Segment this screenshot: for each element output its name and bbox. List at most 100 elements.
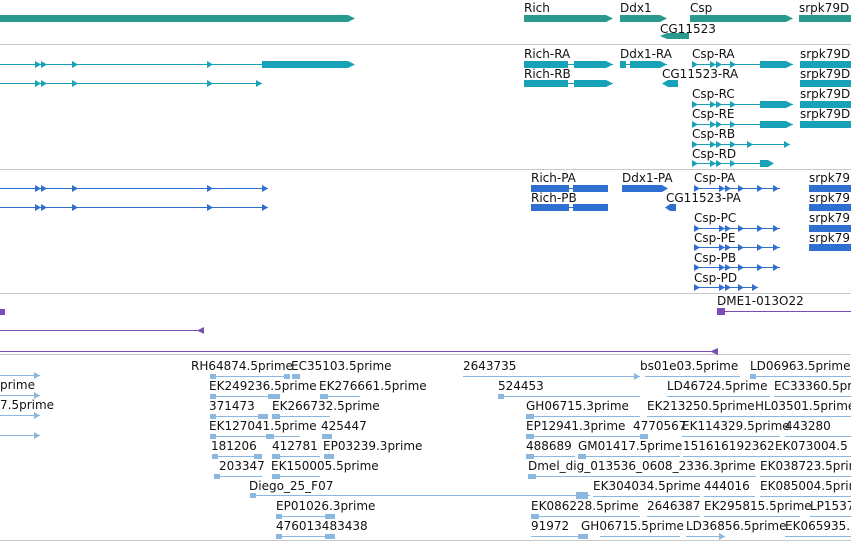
gene-feature-ddx1[interactable]: Ddx1 — [620, 1, 667, 22]
protein-rich-pa[interactable]: Rich-PA — [531, 171, 608, 192]
est-feature[interactable]: EK086228.5prime — [531, 499, 640, 519]
repeat-feature-line-2[interactable] — [0, 348, 718, 355]
est-feature[interactable]: EK065935. — [785, 519, 851, 537]
est-feature[interactable]: EK114329.5prime — [682, 419, 790, 437]
est-feature[interactable]: prime — [0, 372, 40, 392]
transcript-feature-left-1[interactable] — [0, 61, 355, 68]
est-feature[interactable]: EP03239.3prime — [323, 439, 422, 459]
est-feature[interactable]: 371473 — [209, 399, 268, 419]
est-label: EC33360.5prime — [774, 379, 851, 393]
est-feature[interactable]: EK085004.5prime — [760, 479, 851, 497]
protein-cg11523-pa[interactable]: CG11523-PA — [665, 191, 742, 211]
transcript-csp-rd[interactable]: Csp-RD — [692, 147, 774, 167]
gene-feature-left[interactable] — [0, 15, 355, 22]
repeat-feature-dme1-013o22[interactable]: DME1-013O22 — [717, 294, 851, 315]
protein-rich-pb[interactable]: Rich-PB — [531, 191, 608, 211]
est-feature[interactable]: EP12941.3prime — [526, 419, 640, 439]
est-feature[interactable]: LD46724.5prime — [667, 379, 770, 397]
repeat-feature-line-1[interactable] — [0, 327, 204, 334]
est-feature[interactable]: 444016 — [704, 479, 755, 497]
est-feature[interactable]: EK295815.5prime — [704, 499, 812, 517]
est-feature[interactable]: 181206 — [211, 439, 262, 459]
est-feature[interactable]: RH64874.5prime — [191, 359, 293, 379]
est-feature[interactable]: 2643735 — [463, 359, 640, 380]
repeat-feature-left-stub[interactable] — [0, 309, 5, 315]
est-feature[interactable]: 7.5prime — [0, 392, 54, 412]
est-feature[interactable]: EK038723.5prime — [760, 459, 851, 477]
transcript-srpk79d-2[interactable]: srpk79D — [800, 67, 851, 87]
est-label: EK065935. — [785, 519, 850, 533]
gene-label-srpk79d: srpk79D — [799, 1, 849, 15]
est-feature[interactable]: 443280 — [785, 419, 851, 437]
transcript-label-rich-ra: Rich-RA — [524, 47, 571, 61]
est-feature[interactable]: EK213250.5prime — [647, 399, 755, 417]
est-feature[interactable]: LD36856.5prime — [686, 519, 787, 540]
est-feature[interactable]: 488689 — [526, 439, 575, 459]
transcript-ddx1-ra[interactable]: Ddx1-RA — [620, 47, 673, 68]
est-feature[interactable]: GH06715.3prime — [526, 399, 640, 419]
transcript-rich-rb[interactable]: Rich-RB — [524, 67, 613, 87]
transcript-csp-re[interactable]: Csp-RE — [692, 107, 793, 128]
est-feature[interactable]: 476013483438 — [276, 519, 368, 539]
est-feature[interactable]: EK276661.5prime — [319, 379, 427, 399]
protein-csp-pa[interactable]: Csp-PA — [694, 171, 780, 192]
est-feature[interactable]: EK073004.5 — [775, 439, 851, 457]
est-feature[interactable]: 151616192362 — [683, 439, 775, 457]
est-label: EP03239.3prime — [323, 439, 422, 453]
transcript-csp-rb[interactable]: Csp-RB — [692, 127, 790, 148]
est-feature[interactable]: 203347 — [214, 459, 265, 479]
est-feature[interactable]: 2646387 — [647, 499, 700, 517]
est-feature[interactable]: Diego_25_F07 — [249, 479, 590, 499]
est-feature[interactable]: GH06715.5prime — [581, 519, 684, 537]
transcript-srpk79d-4[interactable]: srpk79D — [800, 107, 851, 128]
est-feature[interactable]: HL03501.5prime — [755, 399, 851, 417]
est-feature[interactable]: 412781 — [272, 439, 320, 459]
transcript-csp-rc[interactable]: Csp-RC — [692, 87, 793, 108]
protein-csp-pe[interactable]: Csp-PE — [694, 231, 780, 251]
transcript-label-ddx1-ra: Ddx1-RA — [620, 47, 673, 61]
protein-csp-pd[interactable]: Csp-PD — [694, 271, 758, 291]
est-feature[interactable]: EC35103.5prime — [291, 359, 392, 379]
est-feature[interactable]: EK127041.5prime — [209, 419, 317, 439]
protein-srpk79-2[interactable]: srpk79 — [809, 191, 851, 211]
est-feature[interactable]: EK304034.5prime — [593, 479, 701, 497]
protein-feature-left-2[interactable] — [0, 204, 268, 211]
transcript-srpk79d-3[interactable]: srpk79D — [800, 87, 851, 108]
transcript-cg11523-ra[interactable]: CG11523-RA — [662, 67, 739, 87]
protein-srpk79-4[interactable]: srpk79 — [809, 231, 851, 251]
est-feature[interactable]: EC33360.5prime — [774, 379, 851, 397]
est-feature[interactable]: GM01417.5prime — [578, 439, 682, 459]
est-feature[interactable]: 91972 — [531, 519, 588, 539]
protein-srpk79-1[interactable]: srpk79 — [809, 171, 851, 192]
est-label: 412781 — [272, 439, 318, 453]
est-feature[interactable]: LP1537 — [810, 499, 851, 517]
transcript-feature-left-2[interactable] — [0, 80, 262, 87]
est-feature[interactable]: EK249236.5prime — [209, 379, 317, 399]
protein-ddx1-pa[interactable]: Ddx1-PA — [622, 171, 673, 192]
est-feature[interactable]: EP01026.3prime — [276, 499, 375, 519]
gene-feature-csp[interactable]: Csp — [690, 1, 793, 22]
est-feature[interactable]: LD06963.5prime — [750, 359, 851, 379]
est-feature[interactable]: 524453 — [498, 379, 640, 399]
protein-srpk79-3[interactable]: srpk79 — [809, 211, 851, 232]
est-label: EK127041.5prime — [209, 419, 317, 433]
est-feature[interactable]: Dmel_dig_013536_0608_2336.3prime — [528, 459, 756, 479]
gene-feature-rich[interactable]: Rich — [524, 1, 613, 22]
gene-feature-cg11523[interactable]: CG11523 — [660, 22, 716, 39]
est-feature[interactable]: 425447 — [321, 419, 367, 439]
est-feature[interactable]: EK266732.5prime — [272, 399, 380, 419]
est-feature[interactable] — [0, 412, 40, 439]
protein-csp-pc[interactable]: Csp-PC — [694, 211, 780, 232]
est-feature[interactable]: bs01e03.5prime — [640, 359, 740, 377]
est-label: 425447 — [321, 419, 367, 433]
transcript-rich-ra[interactable]: Rich-RA — [524, 47, 613, 68]
protein-csp-pb[interactable]: Csp-PB — [694, 251, 780, 271]
transcript-csp-ra[interactable]: Csp-RA — [692, 47, 793, 68]
transcript-srpk79d-1[interactable]: srpk79D — [800, 47, 851, 68]
est-feature[interactable]: 4770567 — [633, 419, 686, 439]
est-feature[interactable]: EK150005.5prime — [271, 459, 379, 479]
gene-feature-srpk79d[interactable]: srpk79D — [799, 1, 851, 22]
gene-label-csp: Csp — [690, 1, 712, 15]
protein-feature-left-1[interactable] — [0, 185, 268, 192]
